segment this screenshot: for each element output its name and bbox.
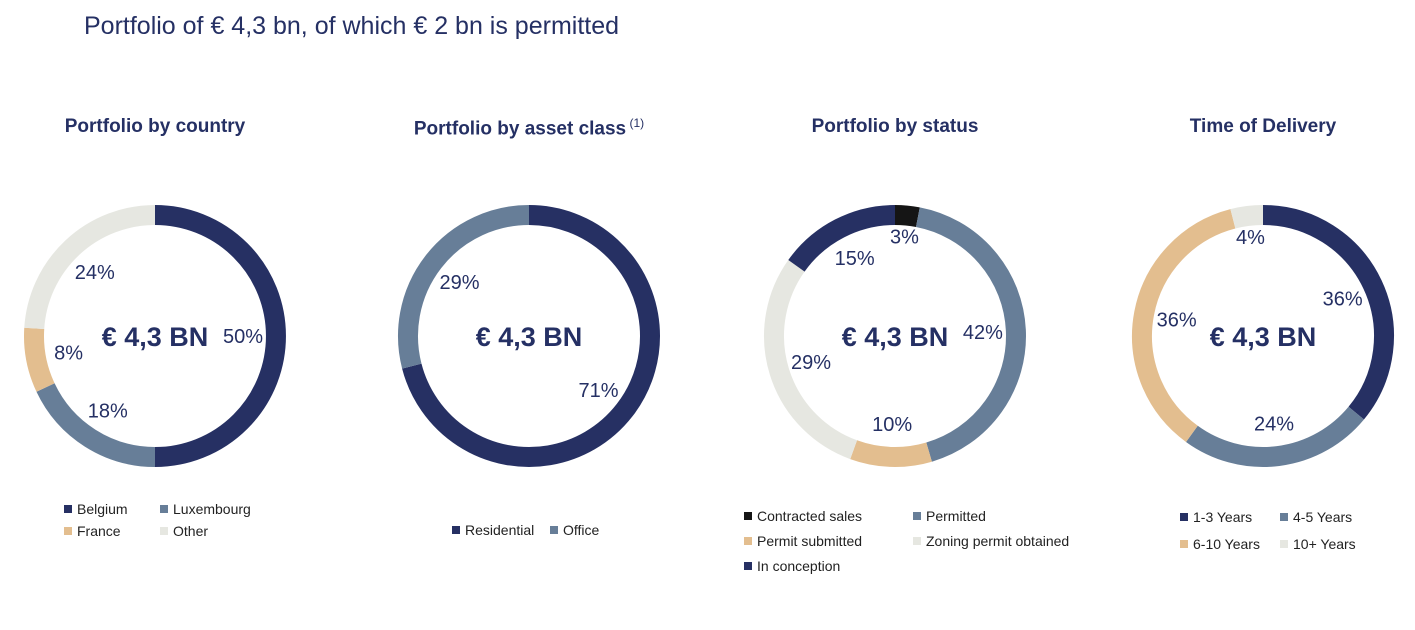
legend-item: Permitted	[913, 508, 986, 524]
chart-title: Portfolio by country	[64, 116, 246, 137]
legend-label: Permit submitted	[757, 533, 863, 549]
legend-label: 6-10 Years	[1193, 536, 1260, 552]
legend-item: Luxembourg	[160, 501, 251, 517]
legend-swatch	[64, 505, 72, 513]
legend-item: 4-5 Years	[1280, 509, 1352, 525]
slice-data-label: 50%	[223, 326, 263, 348]
legend-label: Zoning permit obtained	[926, 533, 1070, 549]
slice-data-label: 24%	[1254, 413, 1294, 435]
legend-item: Contracted sales	[744, 508, 862, 524]
legend-swatch	[913, 537, 921, 545]
donut-slice	[1132, 209, 1236, 442]
donut-center-label: € 4,3 BN	[842, 322, 949, 352]
donut-slice	[788, 205, 896, 272]
legend-swatch	[1180, 513, 1188, 521]
donut-slice	[24, 205, 156, 330]
legend-label: France	[77, 523, 121, 539]
slice-data-label: 15%	[835, 248, 875, 270]
chart-title-footnote: (1)	[626, 116, 645, 130]
slice-data-label: 36%	[1157, 310, 1197, 332]
legend-item: Other	[160, 523, 208, 539]
donut-slice	[915, 207, 1026, 462]
donut-slice	[402, 205, 660, 467]
legend-swatch	[1280, 513, 1288, 521]
donut-center-label: € 4,3 BN	[102, 322, 209, 352]
donut-slice	[764, 260, 858, 460]
legend-swatch	[160, 505, 168, 513]
legend-label: Luxembourg	[173, 501, 251, 517]
donut-slice	[24, 327, 55, 392]
legend-swatch	[1280, 540, 1288, 548]
donut-slice	[36, 383, 156, 467]
legend-item: 10+ Years	[1280, 536, 1356, 552]
legend-swatch	[744, 512, 752, 520]
donut-slice	[894, 205, 920, 228]
donut-chart: 3% 42% 10% 29% 15% € 4,3 BN	[764, 205, 1026, 467]
legend-item: In conception	[744, 558, 840, 574]
legend-item: Zoning permit obtained	[913, 533, 1069, 549]
chart-title: Time of Delivery	[1189, 116, 1337, 137]
legend-item: Office	[550, 522, 599, 538]
slice-data-label: 24%	[75, 262, 115, 284]
legend-item: Belgium	[64, 501, 128, 517]
legend-label: Belgium	[77, 501, 128, 517]
slice-data-label: 71%	[578, 380, 618, 402]
chart-title: Portfolio by status	[811, 116, 979, 137]
donut-slice	[850, 440, 932, 467]
donut-slice	[154, 205, 286, 467]
legend-item: 1-3 Years	[1180, 509, 1252, 525]
chart-title: Portfolio by asset class (1)	[413, 116, 645, 140]
legend-item: 6-10 Years	[1180, 536, 1260, 552]
donut-slice	[1230, 205, 1264, 229]
slice-data-label: 29%	[791, 352, 831, 374]
legend-label: 4-5 Years	[1293, 509, 1353, 525]
legend-swatch	[744, 562, 752, 570]
legend-item: France	[64, 523, 121, 539]
slice-data-label: 3%	[890, 227, 919, 249]
legend-label: Residential	[465, 522, 535, 538]
legend-item: Residential	[452, 522, 534, 538]
legend-label: Contracted sales	[757, 508, 863, 524]
legend-swatch	[1180, 540, 1188, 548]
legend-swatch	[744, 537, 752, 545]
slice-data-label: 10%	[872, 414, 912, 436]
slice-data-label: 8%	[54, 343, 83, 365]
donut-chart: 71% 29% € 4,3 BN	[398, 205, 660, 467]
legend-swatch	[64, 527, 72, 535]
legend-swatch	[160, 527, 168, 535]
legend-swatch	[452, 526, 460, 534]
donut-slice	[1186, 406, 1364, 467]
legend-swatch	[913, 512, 921, 520]
slice-data-label: 18%	[88, 400, 128, 422]
slice-data-label: 42%	[963, 322, 1003, 344]
legend-label: Permitted	[926, 508, 986, 524]
legend-label: 1-3 Years	[1193, 509, 1253, 525]
donut-chart: 50% 18% 8% 24% € 4,3 BN	[24, 205, 286, 467]
legend-label: 10+ Years	[1293, 536, 1356, 552]
legend-item: Permit submitted	[744, 533, 862, 549]
slice-data-label: 36%	[1323, 289, 1363, 311]
donut-chart: 36% 24% 36% 4% € 4,3 BN	[1132, 205, 1394, 467]
donut-slice	[1262, 205, 1394, 420]
donut-slice	[398, 205, 530, 369]
legend-label: Other	[173, 523, 209, 539]
legend-swatch	[550, 526, 558, 534]
slice-data-label: 29%	[439, 272, 479, 294]
donut-center-label: € 4,3 BN	[1210, 322, 1317, 352]
legend-label: Office	[563, 522, 600, 538]
page-title: Portfolio of € 4,3 bn, of which € 2 bn i…	[84, 12, 620, 40]
slice-data-label: 4%	[1236, 227, 1265, 249]
donut-center-label: € 4,3 BN	[476, 322, 583, 352]
legend-label: In conception	[757, 558, 841, 574]
